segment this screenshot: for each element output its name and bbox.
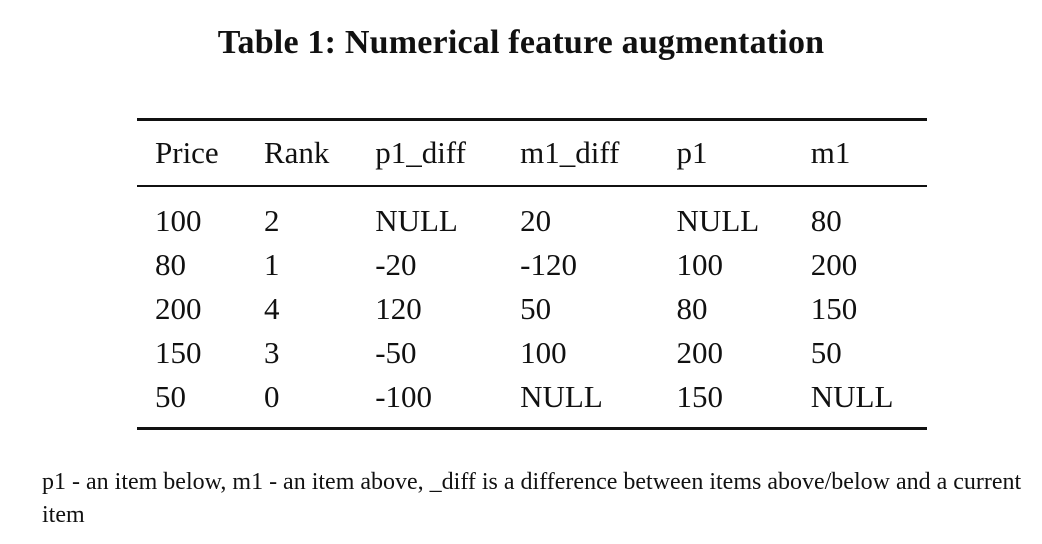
- cell-p1-diff: -50: [375, 335, 417, 370]
- table-row: 50 0 -100 NULL 150 NULL: [137, 375, 927, 429]
- cell-rank: 3: [263, 335, 280, 370]
- cell-m1-diff: -120: [520, 247, 577, 282]
- table-header-row: Price Rank p1_diff m1_diff p1 m1: [137, 119, 927, 186]
- cell-price: 200: [155, 291, 202, 326]
- cell-p1-diff: NULL: [375, 203, 458, 238]
- cell-p1-diff: -100: [375, 379, 433, 414]
- cell-p1: 150: [676, 379, 724, 414]
- cell-m1-diff: 20: [520, 203, 552, 238]
- cell-p1: 200: [676, 335, 724, 370]
- header-p1-diff: p1_diff: [375, 135, 466, 170]
- table-footnote: p1 - an item below, m1 - an item above, …: [42, 469, 1022, 528]
- header-rank: Rank: [263, 135, 330, 170]
- table-row: 150 3 -50 100 200 50: [137, 331, 927, 375]
- header-p1: p1: [676, 135, 708, 170]
- cell-m1: 80: [810, 203, 842, 238]
- header-m1: m1: [810, 135, 851, 170]
- cell-price: 150: [155, 335, 202, 370]
- table-row: 100 2 NULL 20 NULL 80: [137, 186, 927, 243]
- cell-rank: 1: [263, 247, 280, 282]
- cell-price: 80: [155, 247, 186, 282]
- table-caption: Table 1: Numerical feature augmentation: [217, 24, 825, 61]
- cell-m1-diff: 50: [520, 291, 552, 326]
- cell-p1-diff: -20: [375, 247, 417, 282]
- feature-table-container: Price Rank p1_diff m1_diff p1 m1 100 2 N…: [137, 118, 927, 430]
- cell-p1-diff: 120: [375, 291, 422, 326]
- cell-m1: 150: [810, 291, 858, 326]
- cell-m1-diff: NULL: [520, 379, 603, 414]
- cell-p1: 100: [676, 247, 724, 282]
- header-price: Price: [155, 135, 219, 170]
- table-row: 80 1 -20 -120 100 200: [137, 243, 927, 287]
- cell-rank: 4: [263, 291, 280, 326]
- table-row: 200 4 120 50 80 150: [137, 287, 927, 331]
- cell-rank: 0: [263, 379, 280, 414]
- header-m1-diff: m1_diff: [520, 135, 620, 170]
- cell-p1: 80: [676, 291, 708, 326]
- cell-m1: NULL: [810, 379, 894, 414]
- cell-m1: 200: [810, 247, 858, 282]
- cell-rank: 2: [263, 203, 280, 238]
- cell-m1-diff: 100: [520, 335, 567, 370]
- feature-augmentation-table: Price Rank p1_diff m1_diff p1 m1 100 2 N…: [137, 118, 927, 430]
- cell-price: 50: [155, 379, 186, 414]
- cell-price: 100: [155, 203, 202, 238]
- cell-m1: 50: [810, 335, 842, 370]
- cell-p1: NULL: [676, 203, 760, 238]
